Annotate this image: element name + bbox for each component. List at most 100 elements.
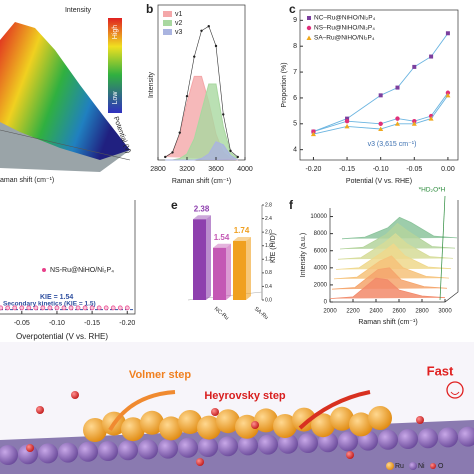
data-point (0, 305, 4, 311)
x-tick-label: 2400 (369, 309, 383, 315)
x-tick-label: 3000 (438, 309, 452, 315)
y-axis-label: KIE (H/D) (270, 233, 277, 263)
ni-atom (378, 429, 398, 450)
legend-swatch (306, 35, 312, 40)
arrow (298, 390, 371, 430)
bar-side (246, 236, 251, 300)
x-tick-label: -0.20 (119, 320, 135, 327)
ni-atom (418, 428, 438, 449)
category-label: SA-Ru (253, 306, 269, 321)
bar-top (233, 236, 251, 241)
legend-swatch (163, 20, 172, 26)
legend-swatch (386, 462, 394, 470)
spectrum (329, 277, 446, 299)
axis-label: Intensity (65, 7, 92, 14)
data-point (395, 85, 400, 90)
x-tick-label: -0.20 (305, 166, 321, 173)
ni-atom (198, 437, 218, 457)
data-point (207, 25, 210, 28)
data-point (96, 305, 102, 311)
x-tick-label: 2800 (415, 309, 429, 315)
data-point (12, 305, 18, 311)
data-point (412, 64, 417, 69)
annotation: v3 (3,615 cm⁻¹) (368, 141, 417, 148)
legend-swatch (163, 29, 172, 35)
data-point (178, 131, 181, 134)
data-point (378, 93, 383, 98)
annotation: *HD₂O*H (419, 187, 446, 194)
spectrum (331, 267, 448, 290)
colorbar-label: High (112, 25, 119, 40)
component-area (165, 141, 239, 161)
surface (0, 22, 130, 160)
y-tick-label: 8 (293, 43, 297, 50)
y-tick-label: 5 (293, 121, 297, 128)
value-label: 1.54 (214, 233, 230, 242)
ni-atom (458, 426, 474, 447)
ru-atom (178, 410, 202, 434)
ru-atom (330, 406, 354, 431)
o-atom (196, 458, 204, 466)
data-point (26, 305, 32, 311)
y-tick-label: 1.6 (265, 243, 272, 249)
spectrum (333, 255, 450, 280)
annotation: KIE = 1.54 (40, 294, 73, 301)
ru-atom (83, 418, 107, 442)
data-point (378, 126, 384, 131)
legend-label: NC–Ru@NiHO/Ni₂P₄ (314, 15, 376, 22)
data-point (395, 116, 400, 121)
y-tick-label: 0 (324, 300, 328, 306)
y-axis-label: Intensity (a.u.) (300, 233, 307, 277)
data-point (378, 121, 383, 126)
ni-atom (238, 435, 258, 456)
bar-side (226, 243, 231, 300)
data-point (5, 305, 11, 311)
x-tick-label: -0.05 (14, 320, 30, 327)
y-tick-label: 4000 (314, 265, 328, 271)
legend-label: NS-Ru@NiHO/Ni₂P₄ (50, 267, 114, 274)
data-point (428, 116, 434, 121)
legend-label: v3 (175, 29, 183, 36)
ru-atom (292, 407, 316, 432)
data-point (411, 121, 417, 126)
x-axis-label: Potential (V vs. RHE) (346, 178, 412, 185)
x-axis-label: Raman shift (cm⁻¹) (172, 178, 231, 185)
y-tick-label: 2.8 (265, 202, 272, 208)
x-tick-label: 2000 (323, 309, 337, 315)
value-label: 2.38 (194, 204, 210, 213)
reference-label: Secondary kinetics (KIE = 1.5) (3, 301, 96, 308)
y-tick-label: 0.8 (265, 270, 272, 276)
ru-atom (197, 415, 221, 440)
o-atom (26, 444, 34, 452)
spectrum (335, 243, 452, 270)
legend-label: v1 (175, 11, 183, 18)
ni-atom (58, 442, 78, 463)
data-point (89, 305, 95, 311)
data-point (68, 305, 74, 311)
data-point (344, 119, 350, 124)
axis-label: aman shift (cm⁻¹) (0, 177, 54, 184)
data-point (124, 305, 130, 311)
legend-label: NS–Ru@NiHO/Ni₂P₄ (314, 25, 375, 32)
y-tick-label: 0.0 (265, 297, 272, 303)
component-area (165, 83, 239, 161)
ni-atom (0, 445, 18, 465)
ni-atom (158, 438, 178, 459)
data-point (47, 305, 53, 311)
smiley-mouth (450, 391, 460, 395)
ni-atom (178, 437, 198, 458)
ru-atom (140, 410, 164, 435)
plot-frame (0, 200, 136, 315)
y-tick-label: 2.0 (265, 229, 272, 235)
value-label: 1.74 (234, 226, 250, 235)
panel-a: Intensity High Low Potential (V) aman sh… (0, 7, 132, 184)
data-point (310, 131, 316, 137)
ni-atom (258, 434, 278, 455)
data-point (229, 149, 232, 153)
data-point (412, 119, 417, 124)
legend-swatch (307, 16, 311, 20)
y-tick-label: 1.2 (265, 257, 272, 263)
x-tick-label: -0.15 (339, 166, 355, 173)
